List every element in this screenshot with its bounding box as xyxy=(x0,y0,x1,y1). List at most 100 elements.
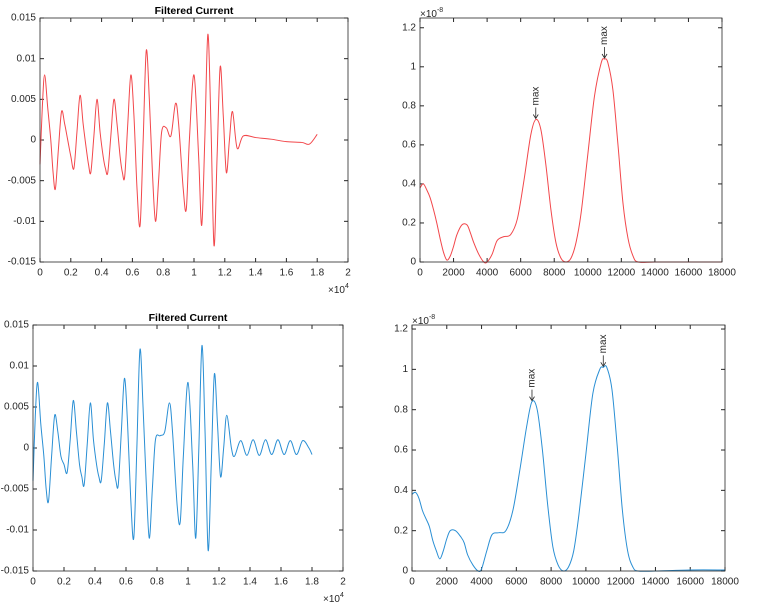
axes-box xyxy=(411,324,726,572)
plot-area xyxy=(412,325,725,571)
plot-area xyxy=(420,18,722,262)
x-tick-label: 18000 xyxy=(708,268,736,279)
y-tick-label: 0.8 xyxy=(402,100,416,111)
y-tick-label: 0.015 xyxy=(4,320,29,331)
y-tick-label: 0.005 xyxy=(11,94,36,105)
x-tick-label: 0.4 xyxy=(95,268,109,279)
x-multiplier-exponent: 4 xyxy=(340,592,344,599)
x-tick-label: 4000 xyxy=(476,268,499,279)
plot-area xyxy=(33,325,343,571)
x-tick-label: 1.6 xyxy=(279,268,293,279)
annotation-label: max xyxy=(527,369,538,388)
x-tick-label: 12000 xyxy=(607,268,635,279)
x-tick-label: 10000 xyxy=(574,268,602,279)
y-multiplier-base: ×10 xyxy=(412,316,429,327)
x-tick-label: 1.8 xyxy=(310,268,324,279)
plot-area xyxy=(40,18,348,262)
x-tick-label: 0 xyxy=(30,577,36,588)
line-series xyxy=(419,58,722,264)
y-multiplier: ×10-8 xyxy=(412,314,435,327)
axes-box xyxy=(32,324,344,572)
axes-box xyxy=(419,17,723,263)
y-tick-label: 0.01 xyxy=(10,361,30,372)
x-tick-label: 1 xyxy=(191,268,197,279)
x-tick-label: 2 xyxy=(340,577,346,588)
y-tick-label: 0.4 xyxy=(394,485,408,496)
x-tick-label: 2000 xyxy=(436,577,459,588)
chart: 0 0.2 0.4 0.6 0.8 1 1.2 0 2000 4000 6000 8000 10000 1… xyxy=(402,7,736,279)
y-tick-label: 1.2 xyxy=(402,22,416,33)
y-tick-label: 0.6 xyxy=(394,445,408,456)
y-tick-label: 0 xyxy=(23,443,29,454)
x-tick-label: 1.2 xyxy=(218,268,232,279)
annotation-arrowhead xyxy=(600,362,607,368)
x-multiplier: ×104 xyxy=(328,283,349,296)
x-multiplier-base: ×10 xyxy=(323,594,340,603)
x-tick-label: 0 xyxy=(37,268,43,279)
chart-title: Filtered Current xyxy=(155,5,234,17)
x-tick-label: 1.4 xyxy=(243,577,257,588)
x-multiplier-exponent: 4 xyxy=(345,283,349,290)
x-tick-label: 1.2 xyxy=(212,577,226,588)
y-tick-label: 1 xyxy=(402,364,408,375)
y-tick-label: -0.005 xyxy=(8,175,37,186)
x-tick-label: 1.6 xyxy=(274,577,288,588)
x-tick-label: 2000 xyxy=(442,268,465,279)
x-tick-label: 18000 xyxy=(711,577,739,588)
axes-box xyxy=(39,17,349,263)
x-tick-label: 14000 xyxy=(641,268,669,279)
annotation-arrowhead xyxy=(601,53,608,59)
y-tick-label: -0.01 xyxy=(6,525,29,536)
y-tick-label: 0.005 xyxy=(4,402,29,413)
x-tick-label: 6000 xyxy=(505,577,528,588)
y-tick-label: 0 xyxy=(410,257,416,268)
y-tick-label: 0.2 xyxy=(402,218,416,229)
x-tick-label: 8000 xyxy=(543,268,566,279)
y-tick-label: 0.2 xyxy=(394,525,408,536)
x-tick-label: 0.4 xyxy=(88,577,102,588)
x-tick-label: 0.2 xyxy=(57,577,71,588)
y-multiplier-base: ×10 xyxy=(420,9,437,20)
chart: Filtered Current -0.015 -0.01 -0.005 0 0.005 0… xyxy=(8,5,352,296)
x-tick-label: 10000 xyxy=(572,577,600,588)
x-tick-label: 6000 xyxy=(510,268,533,279)
x-tick-label: 0 xyxy=(409,577,415,588)
line-series xyxy=(32,344,313,552)
y-multiplier: ×10-8 xyxy=(420,7,443,20)
y-tick-label: 0 xyxy=(402,566,408,577)
x-tick-label: 8000 xyxy=(540,577,563,588)
annotation-label: max xyxy=(530,87,541,106)
y-tick-label: -0.015 xyxy=(1,566,30,577)
chart-title: Filtered Current xyxy=(149,312,228,324)
x-tick-label: 0.2 xyxy=(64,268,78,279)
y-multiplier-exponent: -8 xyxy=(437,7,443,14)
annotation-label: max xyxy=(599,26,610,45)
x-tick-label: 1.8 xyxy=(305,577,319,588)
x-tick-label: 1 xyxy=(185,577,191,588)
y-tick-label: 0.4 xyxy=(402,179,416,190)
x-tick-label: 14000 xyxy=(642,577,670,588)
y-tick-label: 1 xyxy=(410,61,416,72)
chart: Filtered Current -0.015 -0.01 -0.005 0 0.005 0… xyxy=(1,312,347,605)
x-tick-label: 0 xyxy=(417,268,423,279)
annotation-arrowhead xyxy=(529,396,535,402)
x-tick-label: 12000 xyxy=(607,577,635,588)
y-tick-label: 0.01 xyxy=(17,53,37,64)
annotation-label: max xyxy=(598,334,609,353)
line-series xyxy=(39,33,318,247)
x-tick-label: 0.8 xyxy=(150,577,164,588)
x-tick-label: 16000 xyxy=(676,577,704,588)
chart: 0 0.2 0.4 0.6 0.8 1 1.2 0 2000 4000 6000 8000 10000 1… xyxy=(394,314,739,588)
x-tick-label: 0.8 xyxy=(156,268,170,279)
x-tick-label: 16000 xyxy=(675,268,703,279)
y-tick-label: -0.01 xyxy=(13,216,36,227)
annotation-arrowhead xyxy=(532,114,539,120)
x-tick-label: 0.6 xyxy=(119,577,133,588)
y-tick-label: -0.005 xyxy=(1,484,30,495)
x-tick-label: 2 xyxy=(345,268,351,279)
x-tick-label: 1.4 xyxy=(249,268,263,279)
x-tick-label: 4000 xyxy=(470,577,493,588)
x-tick-label: 0.6 xyxy=(125,268,139,279)
x-multiplier-base: ×10 xyxy=(328,285,345,296)
